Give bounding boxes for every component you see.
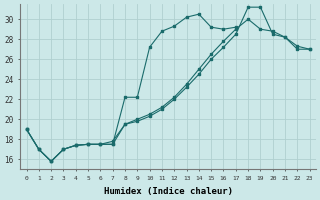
X-axis label: Humidex (Indice chaleur): Humidex (Indice chaleur) — [104, 187, 233, 196]
